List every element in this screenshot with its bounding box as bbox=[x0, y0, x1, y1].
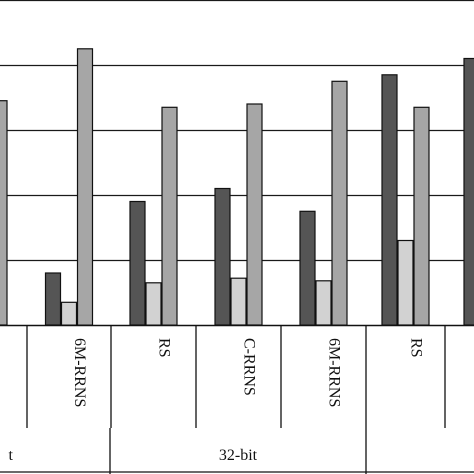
bar bbox=[397, 239, 414, 326]
bar bbox=[381, 74, 398, 326]
bar bbox=[214, 187, 231, 326]
bar bbox=[331, 80, 348, 326]
category-label: C-RRNS bbox=[241, 338, 258, 396]
category-label: 6M-RRNS bbox=[326, 338, 343, 407]
bar bbox=[161, 106, 178, 326]
bar bbox=[246, 103, 263, 326]
bar bbox=[60, 301, 78, 326]
gridlines bbox=[0, 0, 474, 262]
bar bbox=[44, 272, 62, 326]
bar bbox=[315, 280, 332, 326]
category-label: RS bbox=[408, 338, 425, 358]
bar bbox=[145, 282, 162, 326]
category-labels: 6M-RRNS RS C-RRNS 6M-RRNS RS bbox=[71, 338, 425, 407]
group-label: t bbox=[9, 447, 14, 464]
group-labels: t 32-bit bbox=[9, 447, 258, 464]
bar bbox=[0, 100, 8, 326]
bar bbox=[463, 57, 474, 326]
bar bbox=[299, 210, 316, 326]
bar bbox=[76, 48, 94, 326]
category-label: RS bbox=[156, 338, 173, 358]
bar bbox=[413, 106, 430, 326]
x-axis bbox=[0, 324, 474, 474]
bar bbox=[230, 277, 247, 326]
group-label: 32-bit bbox=[219, 447, 258, 464]
category-label: 6M-RRNS bbox=[71, 338, 88, 407]
bar bbox=[129, 200, 146, 326]
bars bbox=[0, 48, 474, 326]
